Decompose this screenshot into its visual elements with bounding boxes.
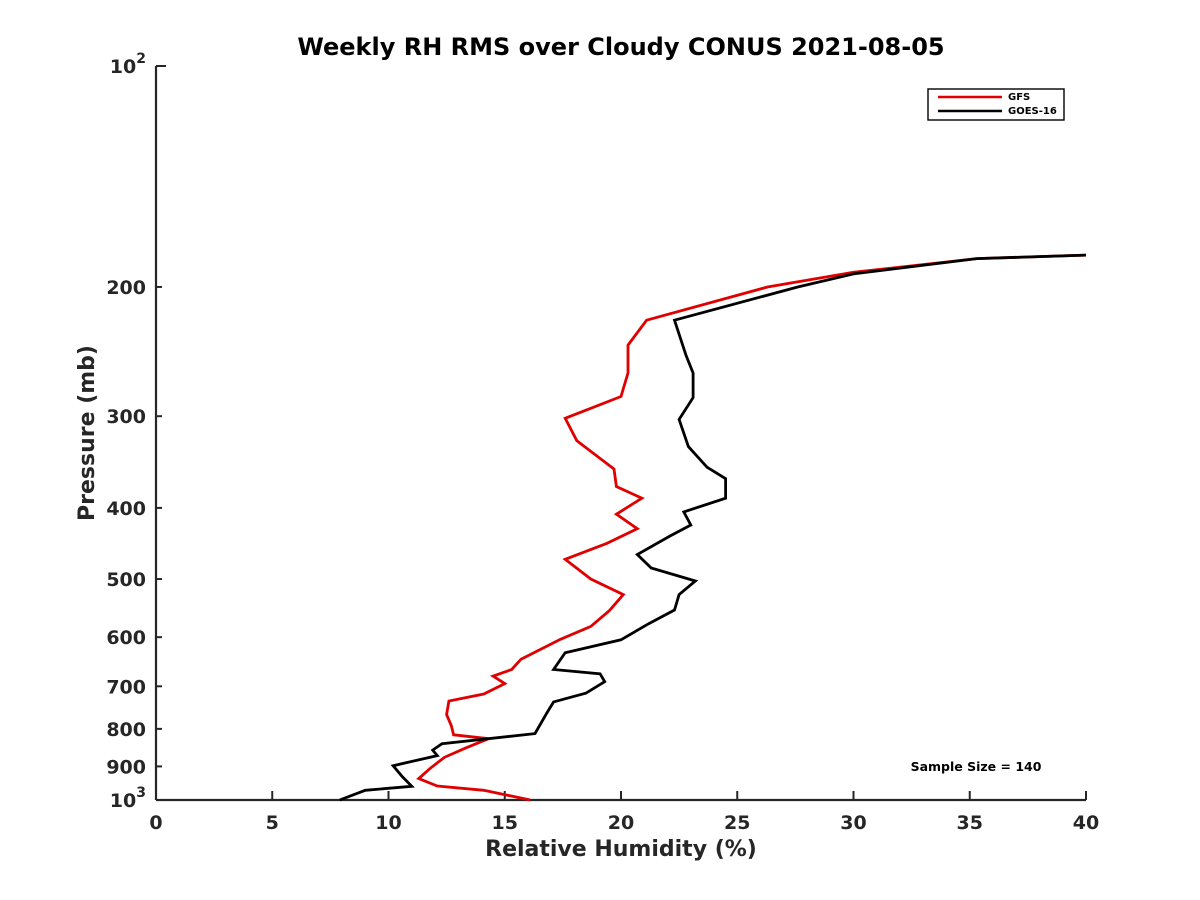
y-tick-power-exponent: 2 [136,51,146,67]
x-tick-label: 0 [149,812,162,834]
y-tick-power-base: 10 [110,790,136,812]
x-axis-label: Relative Humidity (%) [485,837,757,862]
y-tick-label: 500 [106,569,146,591]
sample-size-annotation: Sample Size = 140 [911,759,1042,774]
y-tick-label: 700 [106,676,146,698]
legend-label-goes16: GOES-16 [1008,106,1057,117]
series-line-gfs [416,253,1087,802]
x-tick-label: 40 [1073,812,1099,834]
x-tick-label: 5 [266,812,279,834]
y-tick-label: 600 [106,627,146,649]
y-tick-label: 900 [106,756,146,778]
x-ticks: 0 5 10 15 20 25 30 35 40 [149,791,1099,834]
y-tick-power-base: 10 [110,56,136,78]
x-tick-label: 20 [608,812,634,834]
y-tick-label-power: 102 [110,51,146,78]
y-axis-label: Pressure (mb) [75,345,100,521]
x-tick-label: 10 [375,812,401,834]
legend: GFS GOES-16 [927,88,1065,121]
legend-label-gfs: GFS [1008,92,1030,103]
x-tick-label: 15 [492,812,518,834]
chart-title: Weekly RH RMS over Cloudy CONUS 2021-08-… [297,33,944,61]
legend-box [927,88,1065,121]
x-tick-label: 25 [724,812,750,834]
y-tick-label: 300 [106,406,146,428]
data-series [339,253,1087,802]
y-tick-power-exponent: 3 [136,785,146,801]
series-line-goes16 [339,253,1087,802]
axes: 0 5 10 15 20 25 30 35 40 10220030040050060070080… [106,51,1099,834]
x-tick-label: 35 [957,812,983,834]
y-tick-label: 800 [106,719,146,741]
y-tick-label: 200 [106,277,146,299]
y-tick-label: 400 [106,498,146,520]
y-tick-label-power: 103 [110,785,146,812]
x-tick-label: 30 [840,812,866,834]
